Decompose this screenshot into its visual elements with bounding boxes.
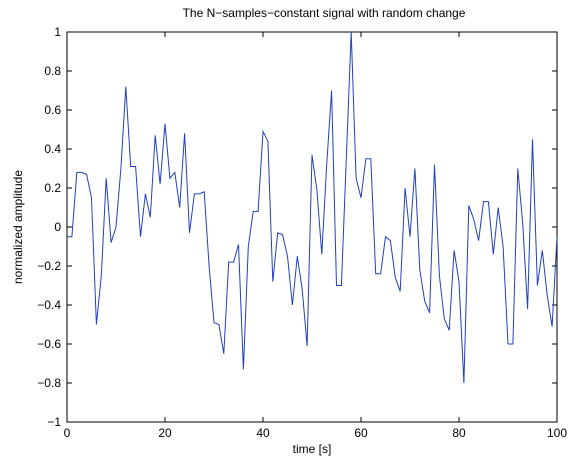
x-tick-label: 40 [256, 426, 270, 440]
x-tick-label: 20 [158, 426, 172, 440]
y-tick-label: −0.6 [37, 337, 61, 351]
y-tick-label: −0.2 [37, 259, 61, 273]
x-tick-label: 100 [547, 426, 567, 440]
y-tick-label: 0 [54, 220, 61, 234]
y-tick-label: 0.4 [44, 142, 61, 156]
tick-labels: 0 20 40 60 80 100 1 0.8 0.6 0.4 0.2 0 −0.2 −0.4 −0.6 −0… [37, 25, 567, 440]
y-tick-label: 1 [54, 25, 61, 39]
y-tick-label: 0.2 [44, 181, 61, 195]
y-tick-label: 0.6 [44, 103, 61, 117]
y-axis-label: normalized amplitude [11, 170, 25, 284]
y-tick-label: −0.8 [37, 376, 61, 390]
axis-ticks [66, 31, 558, 423]
x-tick-label: 0 [64, 426, 71, 440]
series-line [67, 31, 558, 384]
plot-area [66, 31, 558, 423]
x-tick-label: 80 [452, 426, 466, 440]
y-tick-label: 0.8 [44, 64, 61, 78]
x-axis-label: time [s] [293, 442, 332, 456]
y-tick-label: −1 [47, 415, 61, 429]
chart-title: The N−samples−constant signal with rando… [183, 6, 466, 20]
x-tick-label: 60 [354, 426, 368, 440]
y-tick-label: −0.4 [37, 298, 61, 312]
